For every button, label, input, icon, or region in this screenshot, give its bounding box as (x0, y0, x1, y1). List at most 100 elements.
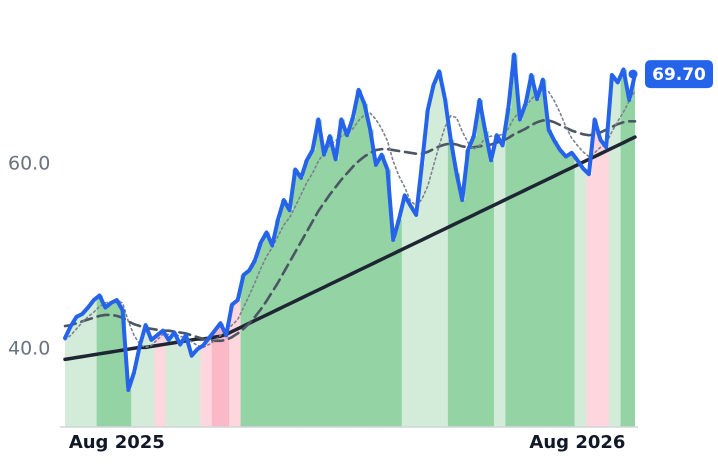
regime-bar (67, 326, 75, 427)
regime-bar (102, 307, 109, 427)
regime-bar (488, 160, 495, 427)
regime-bar (257, 242, 265, 427)
regime-bar (499, 145, 507, 427)
regime-bar (390, 239, 397, 427)
regime-bar (430, 85, 437, 427)
regime-bar (522, 103, 530, 428)
series-line (63, 135, 637, 362)
x-tick-label: Aug 2025 (69, 432, 165, 453)
regime-bar (65, 338, 69, 427)
regime-bar (384, 169, 391, 428)
regime-bars (65, 54, 635, 428)
regime-bar (223, 335, 230, 427)
regime-bar (315, 119, 322, 427)
regime-bar (142, 325, 150, 427)
regime-bar (280, 200, 288, 427)
regime-bar (493, 135, 501, 427)
regime-bar (73, 316, 80, 427)
regime-bar (373, 164, 380, 428)
regime-bar (154, 335, 161, 427)
regime-bar (211, 330, 219, 427)
regime-bar (419, 163, 426, 427)
regime-bar (476, 100, 484, 428)
regime-bar (528, 75, 535, 427)
regime-bar (424, 110, 432, 428)
value-label: 69.70 (652, 65, 706, 85)
regime-bar (177, 344, 184, 427)
regime-bar (442, 99, 449, 427)
regime-bar (136, 345, 144, 427)
regime-bar (148, 339, 155, 427)
value-label-box (645, 60, 713, 89)
regime-bar (597, 139, 604, 427)
regime-bar (453, 173, 460, 427)
regime-bar (447, 139, 455, 427)
regime-bar (206, 338, 213, 427)
regime-bar (119, 310, 127, 427)
regime-bar (609, 75, 616, 427)
regime-bar (200, 345, 207, 427)
regime-bar (269, 245, 276, 427)
regime-bar (292, 169, 299, 428)
regime-bar (413, 214, 420, 427)
y-tick-label: 40.0 (8, 338, 50, 360)
regime-bar (85, 307, 92, 427)
regime-bar (568, 152, 576, 427)
regime-bar (131, 372, 138, 427)
regime-bar (234, 300, 242, 427)
series-line (63, 119, 637, 343)
regime-bar (545, 129, 553, 427)
series-line (63, 52, 637, 392)
regime-bar (275, 219, 282, 427)
regime-bar (574, 160, 581, 427)
regime-bar (557, 150, 564, 427)
regime-bar (580, 168, 587, 427)
regime-bar (321, 154, 328, 428)
regime-bar (632, 74, 635, 427)
regime-bar (298, 177, 305, 427)
regime-bar (401, 195, 409, 427)
regime-bar (338, 119, 345, 427)
regime-bar (332, 159, 340, 428)
regime-bar (286, 210, 294, 427)
regime-bar (534, 99, 541, 427)
regime-bar (96, 295, 104, 427)
y-tick-label: 60.0 (8, 152, 50, 174)
regime-bar (326, 136, 334, 427)
regime-bar (465, 150, 472, 427)
regime-bar (470, 136, 478, 427)
regime-bar (125, 389, 132, 427)
regime-bar (171, 332, 178, 427)
regime-bar (183, 335, 190, 427)
regime-bar (603, 147, 610, 427)
regime-bar (620, 69, 627, 428)
regime-bar (396, 219, 403, 427)
regime-bar (482, 131, 489, 428)
regime-bar (626, 100, 633, 428)
regime-bar (113, 300, 121, 427)
regime-bar (586, 174, 593, 427)
regime-bar (516, 119, 524, 427)
regime-bar (355, 89, 363, 428)
regime-bar (108, 302, 115, 427)
regime-bar (217, 323, 224, 427)
regime-bar (79, 313, 86, 427)
regime-bar (160, 330, 167, 427)
regime-bar (378, 154, 386, 428)
regime-bar (165, 339, 173, 427)
lines (63, 52, 637, 392)
regime-bar (407, 205, 414, 427)
regime-bar (505, 108, 512, 427)
regime-bar (194, 349, 201, 427)
last-value-dot (628, 69, 638, 79)
regime-bar (188, 355, 196, 427)
regime-bar (367, 129, 374, 427)
regime-bar (361, 103, 368, 428)
regime-bar (240, 275, 247, 427)
regime-bar (252, 260, 259, 427)
regime-bar (551, 140, 558, 427)
regime-bar (591, 119, 599, 427)
regime-bar (229, 304, 236, 427)
regime-bar (309, 150, 317, 427)
